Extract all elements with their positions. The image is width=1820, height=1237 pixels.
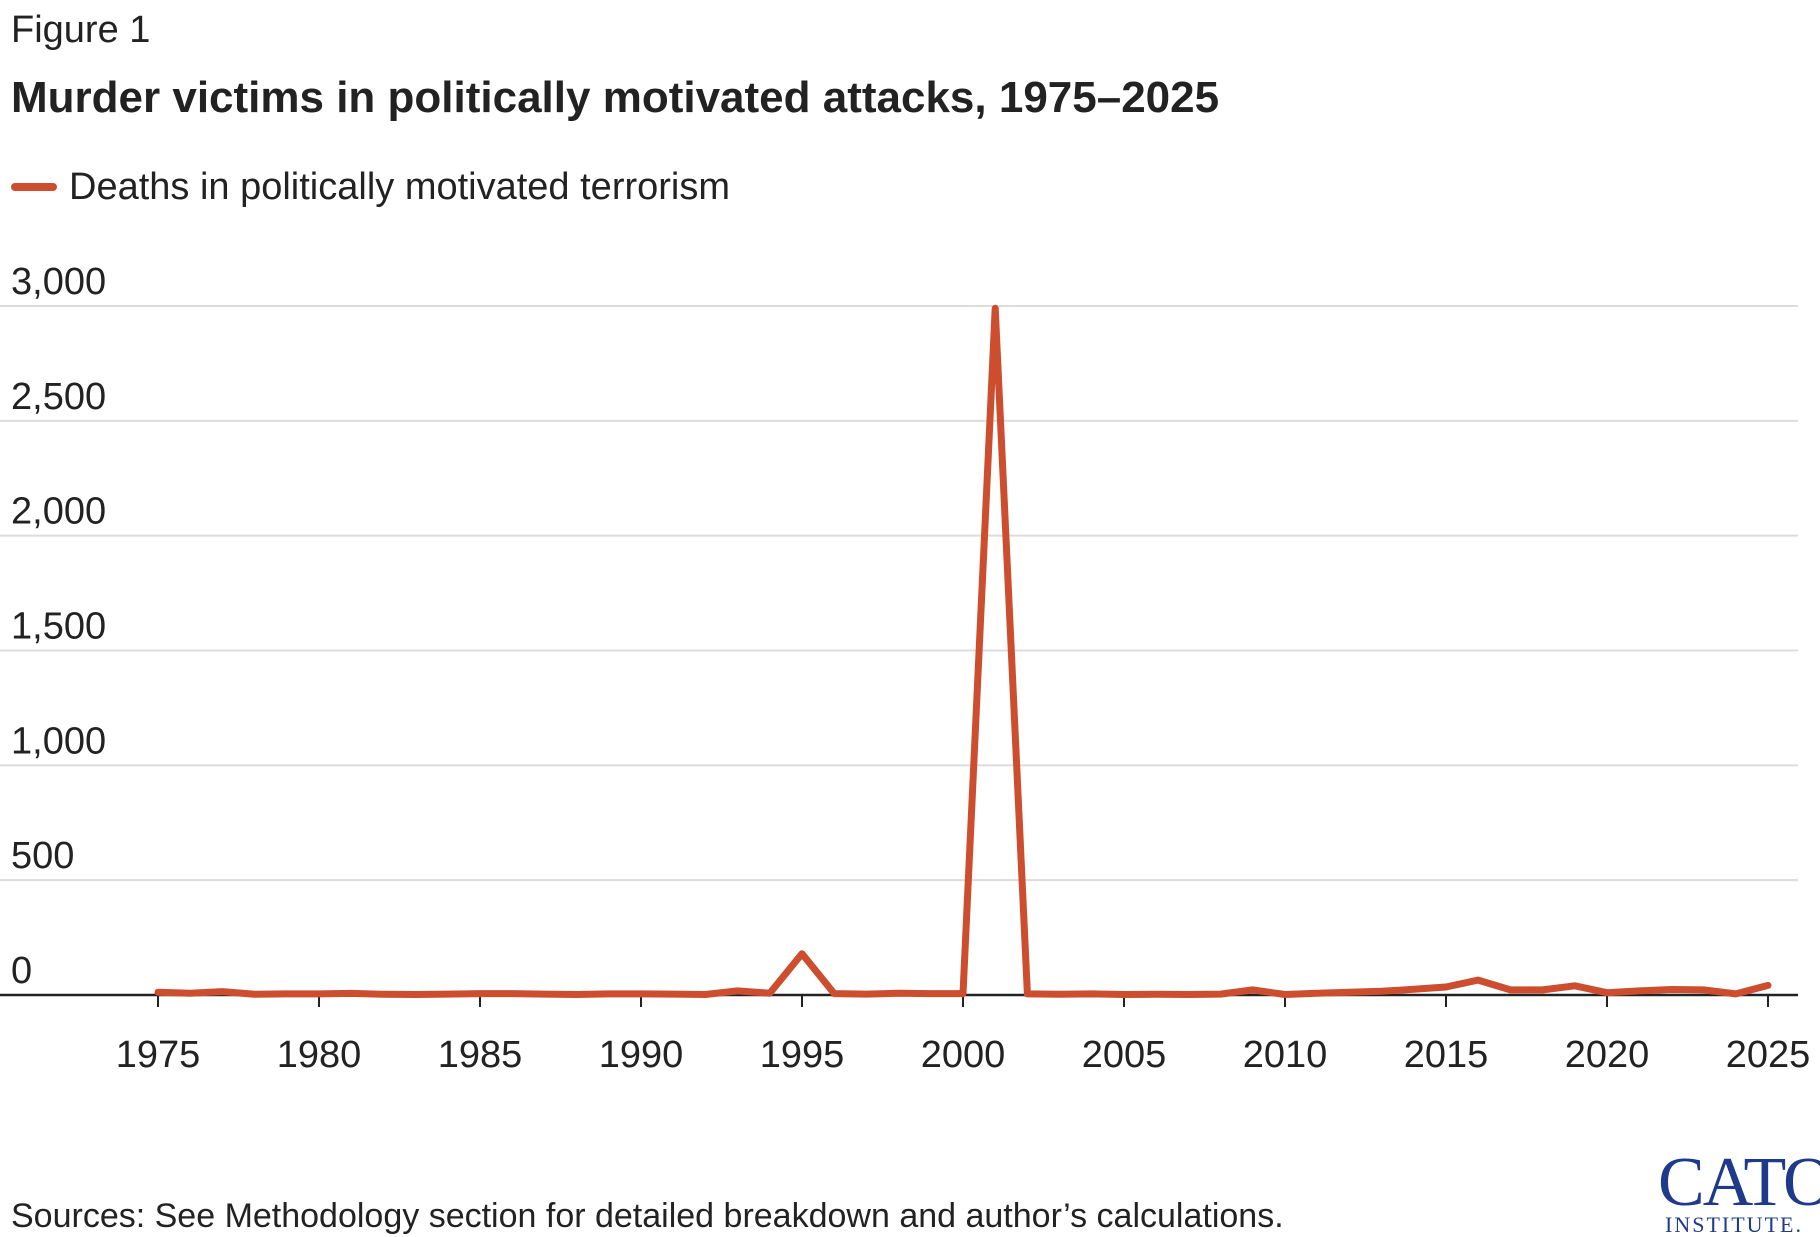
y-tick-label: 1,500 bbox=[11, 606, 106, 648]
legend-swatch bbox=[11, 183, 57, 191]
legend: Deaths in politically motivated terroris… bbox=[11, 162, 730, 212]
y-tick-label: 0 bbox=[11, 950, 32, 992]
y-tick-label: 2,500 bbox=[11, 376, 106, 418]
x-tick-label: 2025 bbox=[1726, 1034, 1811, 1076]
logo-main-text: CATO bbox=[1658, 1144, 1820, 1221]
x-tick-label: 2000 bbox=[921, 1034, 1006, 1076]
y-tick-label: 1,000 bbox=[11, 720, 106, 762]
figure-label: Figure 1 bbox=[11, 9, 151, 51]
cato-logo: CATO INSTITUTE. bbox=[1658, 1144, 1820, 1237]
x-tick-label: 2010 bbox=[1243, 1034, 1328, 1076]
legend-label: Deaths in politically motivated terroris… bbox=[69, 166, 731, 208]
x-tick-label: 1975 bbox=[116, 1034, 201, 1076]
chart-title: Murder victims in politically motivated … bbox=[11, 73, 1220, 122]
x-tick-label: 1990 bbox=[599, 1034, 684, 1076]
x-tick-label: 1985 bbox=[438, 1034, 523, 1076]
x-tick-label: 2015 bbox=[1404, 1034, 1489, 1076]
x-tick-label: 2005 bbox=[1082, 1034, 1167, 1076]
x-tick-label: 1995 bbox=[760, 1034, 845, 1076]
x-tick-label: 1980 bbox=[277, 1034, 362, 1076]
y-tick-label: 500 bbox=[11, 835, 74, 877]
logo-sub-text: INSTITUTE. bbox=[1665, 1212, 1803, 1237]
x-tick-label: 2020 bbox=[1565, 1034, 1650, 1076]
y-tick-label: 3,000 bbox=[11, 261, 106, 303]
y-tick-label: 2,000 bbox=[11, 491, 106, 533]
line-chart: 0 500 1,000 1,500 2,000 2,500 3,000 1975 1980 198… bbox=[0, 261, 1811, 1076]
source-note: Sources: See Methodology section for det… bbox=[11, 1197, 1284, 1235]
series-line bbox=[154, 304, 1772, 998]
